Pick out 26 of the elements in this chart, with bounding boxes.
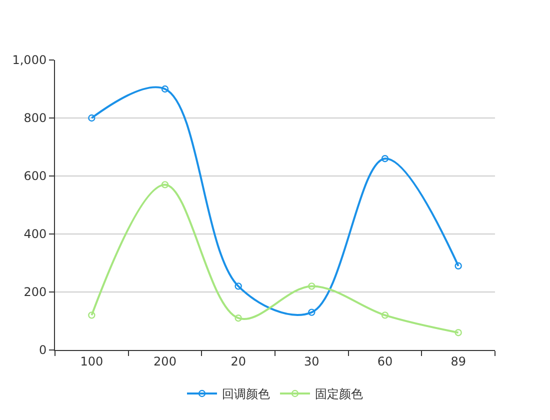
- point: [234, 282, 242, 290]
- point: [308, 282, 316, 290]
- point: [381, 155, 389, 162]
- x-tick-label: 20: [230, 354, 246, 368]
- point: [161, 85, 169, 93]
- point: [308, 308, 316, 316]
- legend-label: 回调颜色: [222, 387, 270, 402]
- y-tick-label: 0: [38, 343, 47, 358]
- y-tick-label: 400: [24, 227, 47, 242]
- point: [454, 329, 462, 336]
- y-tick-label: 600: [24, 169, 47, 184]
- point: [234, 314, 242, 322]
- y-tick-label: 200: [24, 285, 47, 300]
- point: [161, 181, 169, 188]
- y-tick-label: 800: [24, 111, 47, 126]
- point: [88, 114, 96, 122]
- point: [381, 312, 389, 319]
- x-tick-label: 89: [450, 354, 466, 368]
- x-tick-label: 60: [377, 354, 393, 368]
- point: [454, 262, 462, 270]
- point: [88, 312, 96, 319]
- legend-label: 固定颜色: [315, 387, 363, 402]
- x-tick-label: 100: [80, 354, 104, 368]
- x-tick-label: 200: [154, 354, 176, 368]
- y-tick-label: 1,000: [12, 53, 47, 68]
- x-tick-label: 30: [304, 354, 320, 368]
